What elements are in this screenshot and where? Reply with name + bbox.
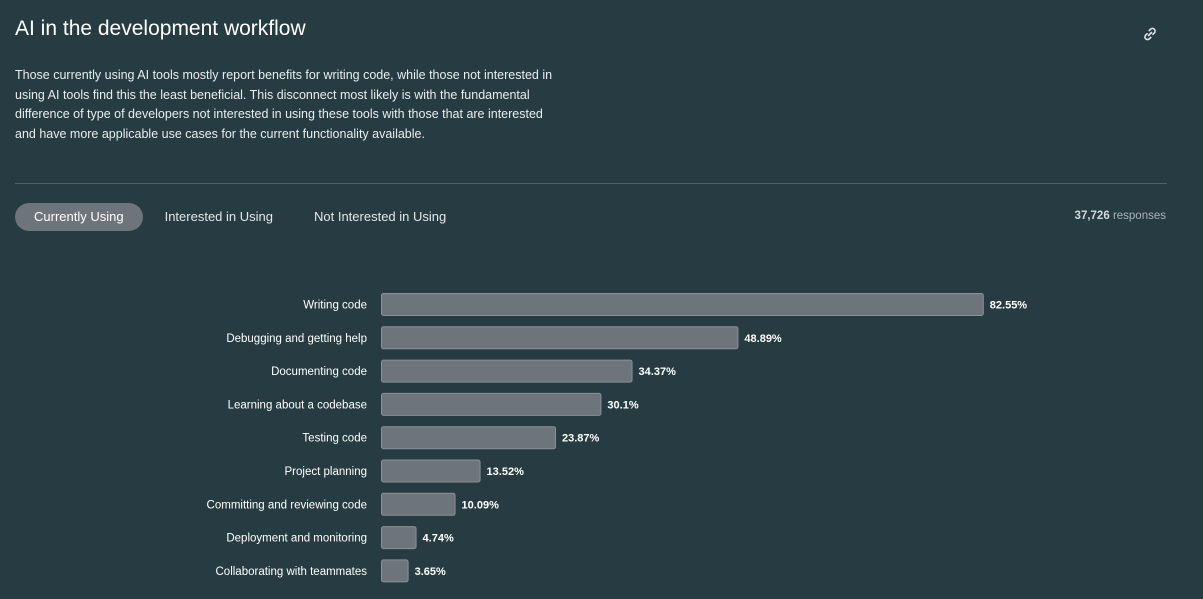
bar bbox=[381, 526, 417, 550]
bar-value-label: 10.09% bbox=[462, 499, 500, 511]
bar bbox=[381, 293, 984, 316]
page-description: Those currently using AI tools mostly re… bbox=[15, 68, 553, 141]
bar-value-label: 30.1% bbox=[607, 399, 638, 411]
category-label: Project planning bbox=[285, 466, 367, 478]
tab-not-interested-in-using[interactable]: Not Interested in Using bbox=[314, 209, 447, 224]
response-count: 37,726 responses bbox=[1075, 210, 1166, 222]
category-label: Collaborating with teammates bbox=[216, 566, 368, 578]
bar-value-label: 13.52% bbox=[487, 466, 525, 478]
bar-chart: Writing code 82.55% Debugging and getting … bbox=[207, 293, 1028, 583]
bar bbox=[381, 359, 633, 383]
tab-bar: Currently Using Interested in Using Not … bbox=[15, 203, 467, 231]
bar bbox=[381, 426, 557, 450]
bar-value-label: 34.37% bbox=[639, 366, 677, 378]
category-label: Learning about a codebase bbox=[228, 399, 367, 411]
link-icon[interactable] bbox=[1142, 26, 1158, 42]
response-count-number: 37,726 bbox=[1074, 210, 1110, 222]
bar-value-label: 23.87% bbox=[562, 433, 600, 445]
category-label: Committing and reviewing code bbox=[207, 499, 367, 511]
category-label: Writing code bbox=[303, 300, 367, 312]
category-label: Deployment and monitoring bbox=[226, 533, 367, 545]
bar bbox=[381, 559, 409, 583]
divider bbox=[15, 183, 1167, 184]
response-count-label: responses bbox=[1112, 210, 1166, 222]
bar-value-label: 48.89% bbox=[744, 333, 782, 345]
bar bbox=[381, 492, 456, 516]
bar-value-label: 82.55% bbox=[990, 300, 1028, 312]
category-label: Documenting code bbox=[271, 366, 367, 378]
bar-value-label: 4.74% bbox=[423, 533, 454, 545]
bar bbox=[381, 392, 602, 416]
category-label: Debugging and getting help bbox=[226, 333, 367, 345]
tab-interested-in-using[interactable]: Interested in Using bbox=[164, 209, 273, 224]
category-label: Testing code bbox=[302, 433, 367, 445]
bar bbox=[381, 326, 739, 350]
bar bbox=[381, 459, 481, 483]
bar-value-label: 3.65% bbox=[415, 566, 446, 578]
page-title: AI in the development workflow bbox=[15, 17, 306, 40]
tab-currently-using[interactable]: Currently Using bbox=[15, 203, 143, 231]
